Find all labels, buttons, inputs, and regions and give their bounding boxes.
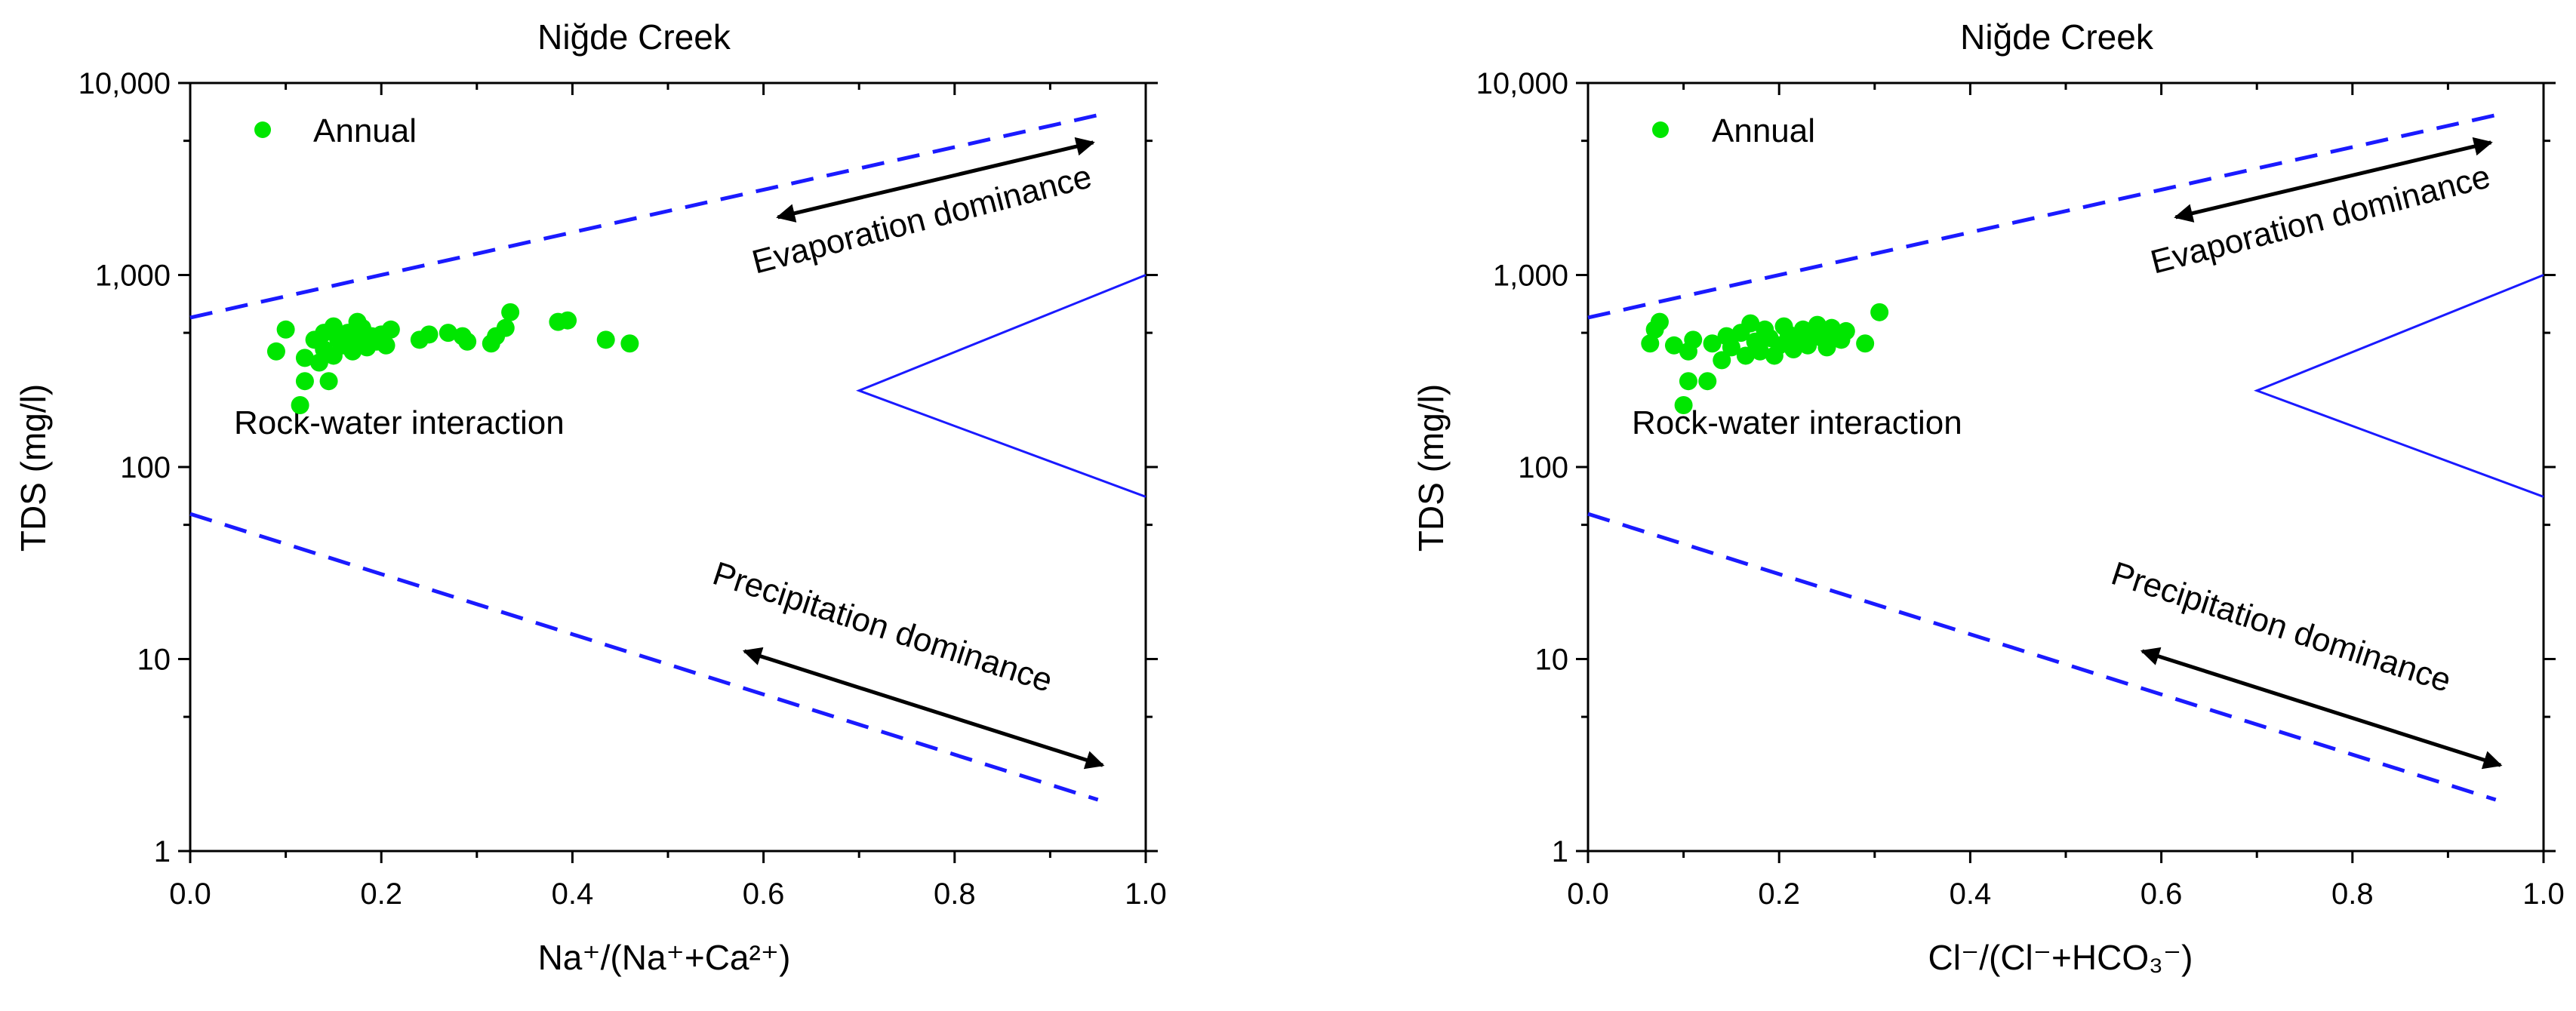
data-point [276,320,295,339]
data-point [319,372,338,391]
data-point [1664,336,1683,355]
data-point [1870,303,1889,321]
data-point [1674,395,1693,414]
data-point [496,318,515,337]
data-point [1741,314,1760,333]
data-point [439,324,457,343]
data-point [1713,351,1731,370]
legend-marker [254,121,271,138]
data-point [348,312,367,331]
x-tick-label: 0.6 [2141,877,2183,911]
annotation-rock-water: Rock-water interaction [234,404,565,441]
legend-marker [1652,121,1669,138]
data-point [266,342,285,361]
data-point [458,332,477,351]
x-tick-label: 0.2 [360,877,402,911]
data-point [1856,334,1875,353]
x-tick-label: 0.8 [2331,877,2374,911]
data-point [1650,312,1669,331]
data-point [1684,330,1703,349]
x-axis-label: Na⁺/(Na⁺+Ca²⁺) [538,938,791,977]
lower-dashed-boundary [1587,512,2497,802]
y-axis-label: TDS (mg/l) [14,384,53,552]
lower-dashed-boundary [189,512,1099,802]
y-tick-label: 1 [1552,835,1568,868]
data-point [1641,334,1660,353]
data-point [1736,346,1755,365]
data-point [1679,372,1697,391]
data-point [620,334,639,353]
rock-water-wedge [856,274,1146,498]
x-tick-label: 0.0 [169,877,211,911]
data-point [377,336,395,355]
chart-panel-left: Niğde Creek Na⁺/(Na⁺+Ca²⁺) TDS (mg/l) An… [14,17,1167,977]
y-tick-label: 10 [137,644,171,677]
y-tick-label: 10,000 [1476,67,1568,100]
evaporation-arrow [2174,137,2493,223]
y-tick-label: 100 [1518,451,1568,484]
data-point [596,330,615,349]
data-point [1698,372,1717,391]
x-axis-label: Cl⁻/(Cl⁻+HCO₃⁻) [1928,938,2193,977]
evaporation-arrow [776,137,1095,223]
x-tick-label: 0.6 [743,877,785,911]
data-point [295,349,314,367]
x-tick-label: 0.0 [1567,877,1609,911]
chart-title: Niğde Creek [537,17,731,57]
precipitation-arrow [2140,647,2503,770]
y-tick-label: 100 [120,451,171,484]
y-tick-label: 1,000 [95,260,171,293]
annotation-precipitation: Precipitation dominance [709,555,1057,699]
x-tick-label: 0.4 [552,877,594,911]
data-point [291,395,309,414]
x-tick-label: 1.0 [2522,877,2565,911]
y-tick-label: 1,000 [1493,260,1568,293]
x-tick-label: 0.8 [934,877,976,911]
data-point [559,311,577,330]
x-tick-label: 1.0 [1125,877,1167,911]
annotation-evaporation: Evaporation dominance [748,158,1095,281]
precipitation-arrow [742,647,1105,770]
x-tick-label: 0.2 [1758,877,1800,911]
data-point [501,303,520,321]
annotation-precipitation: Precipitation dominance [2107,555,2456,699]
rock-water-wedge [2254,274,2544,498]
chart-panel-right: Niğde Creek Cl⁻/(Cl⁻+HCO₃⁻) TDS (mg/l) A… [1411,17,2565,977]
data-point [1836,321,1855,340]
chart-title: Niğde Creek [1960,17,2154,57]
y-tick-label: 10 [1535,644,1569,677]
legend-label: Annual [313,112,417,149]
data-point [1703,334,1722,353]
x-tick-label: 0.4 [1950,877,1992,911]
data-point [295,372,314,391]
y-tick-label: 1 [154,835,171,868]
data-point [1722,338,1740,357]
legend-label: Annual [1712,112,1815,149]
data-point [1750,342,1769,361]
data-point [420,325,439,344]
data-point [381,320,400,339]
y-axis-label: TDS (mg/l) [1411,384,1451,552]
annotation-evaporation: Evaporation dominance [2147,158,2494,281]
y-tick-label: 10,000 [78,67,171,100]
